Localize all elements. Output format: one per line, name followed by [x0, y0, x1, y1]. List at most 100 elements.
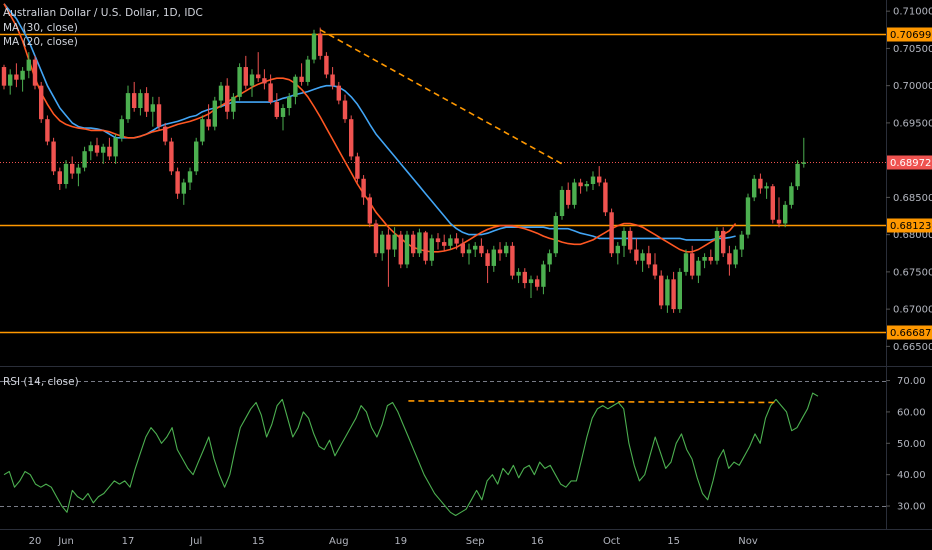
price-tick-label: 0.67500: [893, 267, 932, 278]
candle-body: [330, 74, 335, 86]
candle-body: [646, 253, 651, 265]
candle-body: [392, 234, 397, 250]
time-tick-label: 15: [667, 536, 680, 547]
candle-body: [745, 197, 751, 235]
candle-body: [163, 126, 168, 142]
rsi-pane: [0, 381, 886, 517]
candle-body: [386, 234, 391, 250]
level-price-tag: [887, 218, 932, 233]
candle-body: [32, 59, 38, 86]
candle-body: [318, 33, 323, 56]
candle-body: [373, 223, 379, 254]
ma30-legend: MA (30, close): [3, 22, 78, 34]
candle-body: [70, 163, 75, 174]
price-tick-label: 0.70500: [893, 44, 932, 55]
time-tick-label: 19: [394, 536, 407, 547]
time-tick-label: Jun: [57, 536, 74, 547]
level-price-tag: [887, 325, 932, 340]
time-tick-label: Aug: [329, 536, 349, 547]
candle-body: [733, 249, 738, 265]
price-tick-label: 0.68500: [893, 193, 932, 204]
time-tick-label: Sep: [466, 536, 485, 547]
time-tick-label: 17: [122, 536, 135, 547]
time-tick-label: Nov: [738, 536, 758, 547]
candle-body: [274, 102, 279, 117]
candle-body: [336, 85, 341, 101]
price-tick-label: 0.67000: [893, 305, 932, 316]
candle-body: [683, 253, 689, 272]
candle-body: [485, 253, 490, 266]
candle-body: [758, 178, 763, 189]
candle-body: [702, 256, 707, 261]
rsi-tick-label: 30.00: [897, 502, 926, 513]
candle-body: [770, 186, 775, 220]
candle-body: [566, 189, 571, 205]
candle-body: [708, 256, 713, 261]
candle-body: [677, 271, 682, 310]
candle-body: [491, 249, 496, 266]
candle-body: [349, 119, 354, 157]
candle-body: [442, 242, 447, 246]
candle-body: [417, 232, 422, 254]
candle-body: [206, 119, 211, 127]
candle-body: [14, 74, 19, 80]
candle-body: [411, 234, 416, 254]
time-tick-label: Jul: [189, 536, 202, 547]
candle-body: [801, 162, 806, 164]
price-tags: 0.70699 0.68972 0.68123 0.66687: [887, 27, 932, 340]
candle-body: [640, 253, 645, 261]
price-tick-label: 0.66500: [893, 342, 932, 353]
chart-title: Australian Dollar / U.S. Dollar, 1D, IDC: [3, 7, 203, 19]
candle-body: [63, 163, 69, 184]
candle-body: [107, 146, 112, 157]
level-price-tag-label: 0.70699: [890, 30, 931, 41]
candle-body: [125, 93, 131, 120]
candle-body: [156, 104, 162, 127]
candle-body: [138, 93, 143, 109]
candle-body: [243, 67, 248, 86]
candle-body: [361, 178, 366, 198]
candle-body: [659, 275, 664, 306]
candle-body: [789, 186, 794, 205]
candle-body: [293, 76, 298, 97]
candle-body: [776, 219, 782, 224]
ma20-legend: MA (20, close): [3, 36, 78, 48]
time-tick-label: 15: [252, 536, 265, 547]
candle-body: [553, 216, 558, 254]
candle-body: [690, 253, 695, 276]
candle-body: [76, 167, 81, 174]
rsi-trendline: [408, 400, 776, 404]
price-tick-label: 0.68000: [893, 230, 932, 241]
candle-body: [590, 176, 596, 184]
candle-body: [101, 146, 106, 153]
candle-body: [287, 96, 292, 109]
candle-body: [324, 55, 329, 75]
candle-body: [696, 260, 701, 276]
legend: Australian Dollar / U.S. Dollar, 1D, IDC…: [3, 7, 203, 388]
candle-body: [584, 183, 589, 187]
candle-body: [721, 230, 726, 254]
candle-body: [714, 230, 720, 261]
candle-body: [311, 33, 317, 60]
candle-body: [225, 85, 230, 112]
candle-body: [665, 279, 670, 306]
candle-body: [764, 186, 769, 189]
candle-body: [342, 100, 348, 120]
candle-body: [8, 74, 13, 86]
rsi-tick-label: 50.00: [897, 439, 926, 450]
candle-body: [454, 238, 459, 244]
candle-body: [510, 245, 515, 276]
candle-body: [535, 279, 540, 287]
candle-body: [212, 100, 217, 127]
candle-body: [541, 264, 546, 287]
candle-body: [621, 230, 627, 246]
rsi-tick-label: 40.00: [897, 470, 926, 481]
level-price-tag: [887, 155, 932, 170]
candle-body: [299, 76, 304, 82]
candle-body: [652, 264, 658, 276]
candle-body: [634, 249, 639, 261]
candle-body: [132, 93, 137, 109]
candle-body: [218, 85, 224, 101]
candle-body: [20, 70, 25, 80]
